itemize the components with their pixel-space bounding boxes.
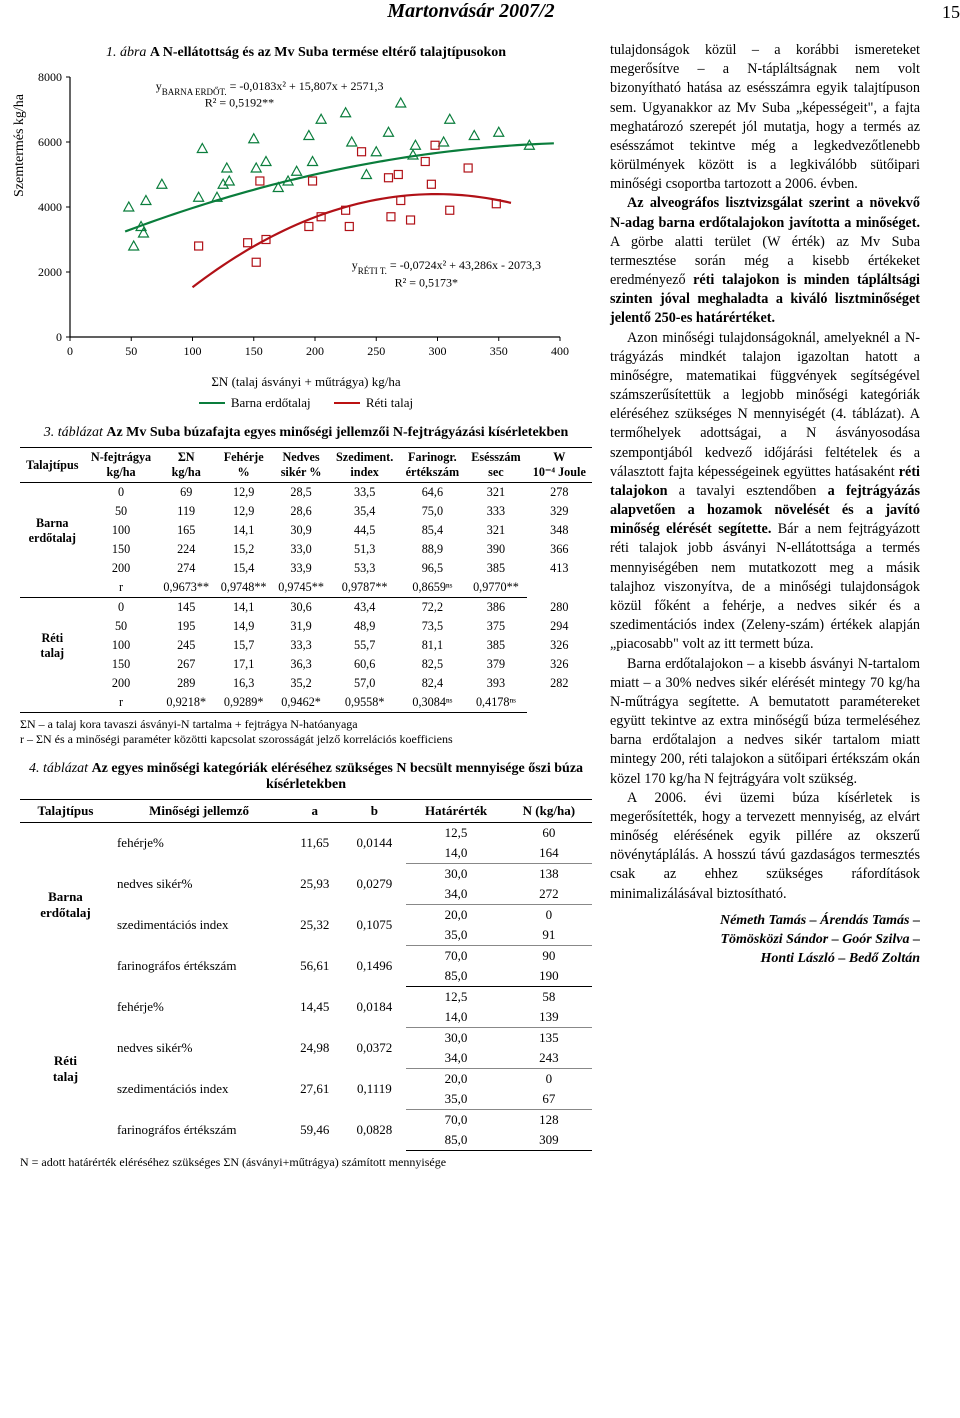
table3: TalajtípusN-fejtrágyakg/haΣNkg/haFehérje… — [20, 447, 592, 713]
svg-text:50: 50 — [125, 344, 137, 358]
y-axis-label: Szemtermés kg/ha — [12, 94, 28, 197]
figure1-chart: 0 2000 4000 6000 8000 0 50 100 150 200 250 300 350 40… — [20, 67, 592, 372]
svg-text:400: 400 — [551, 344, 569, 358]
body-text: tulajdonságok közül – a korábbi ismerete… — [610, 41, 920, 1180]
svg-text:0: 0 — [67, 344, 73, 358]
table3-title: 3. táblázat Az Mv Suba búzafajta egyes m… — [20, 425, 592, 441]
svg-text:300: 300 — [429, 344, 447, 358]
svg-text:150: 150 — [245, 344, 263, 358]
authors: Németh Tamás – Árendás Tamás – Tömösközi… — [610, 912, 920, 969]
journal-title: Martonvásár 2007/2 — [387, 0, 554, 22]
svg-text:4000: 4000 — [38, 200, 62, 214]
table4-title: 4. táblázat Az egyes minőségi kategóriák… — [20, 761, 592, 793]
table4: TalajtípusMinőségi jellemzőabHatárértékN… — [20, 799, 592, 1151]
svg-text:R² = 0,5173*: R² = 0,5173* — [395, 276, 458, 290]
table3-footnote: ΣN – a talaj kora tavaszi ásványi-N tart… — [20, 717, 592, 747]
table4-footnote: N = adott határérték eléréséhez szüksége… — [20, 1155, 592, 1170]
svg-text:250: 250 — [367, 344, 385, 358]
figure1-title: 1. ábra A N-ellátottság és az Mv Suba te… — [20, 45, 592, 61]
svg-text:0: 0 — [56, 330, 62, 344]
svg-text:2000: 2000 — [38, 265, 62, 279]
svg-text:100: 100 — [184, 344, 202, 358]
svg-text:8000: 8000 — [38, 70, 62, 84]
svg-text:350: 350 — [490, 344, 508, 358]
svg-text:yRÉTI T. = -0,0724x² + 43,286x: yRÉTI T. = -0,0724x² + 43,286x - 2073,3 — [352, 258, 541, 276]
svg-text:R² = 0,5192**: R² = 0,5192** — [205, 95, 274, 109]
svg-text:200: 200 — [306, 344, 324, 358]
figure1-legend: ΣN (talaj ásványi + műtrágya) kg/ha Barn… — [20, 374, 592, 411]
svg-text:6000: 6000 — [38, 135, 62, 149]
page-number: 15 — [942, 2, 960, 23]
